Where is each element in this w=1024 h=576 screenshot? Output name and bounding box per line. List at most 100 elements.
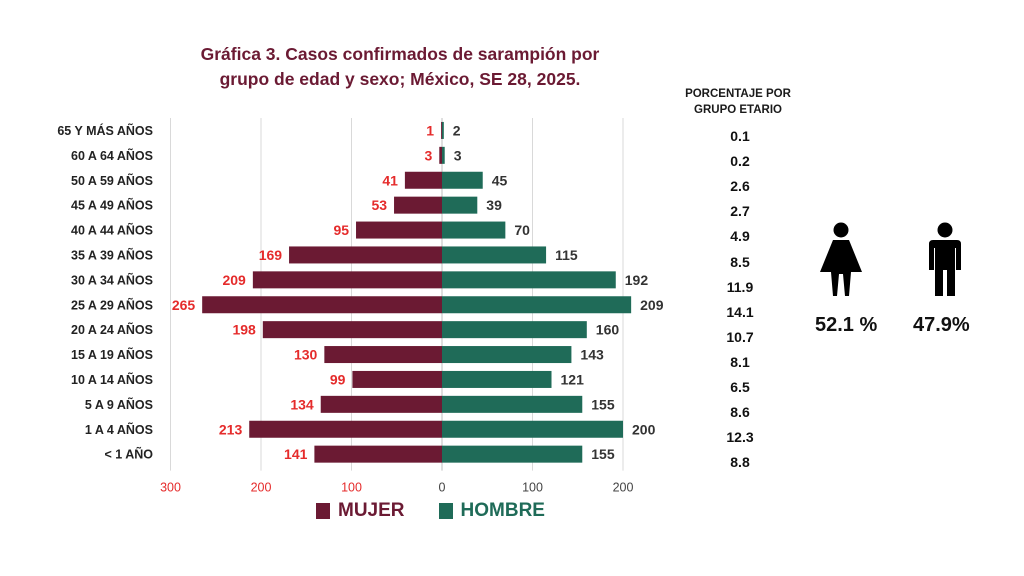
percent-value: 4.9 — [730, 228, 750, 245]
data-label-male: 155 — [591, 396, 615, 412]
percent-value: 12.3 — [726, 429, 754, 446]
bar-male — [442, 221, 506, 239]
data-label-female: 134 — [290, 396, 314, 412]
legend-label-male: HOMBRE — [460, 500, 545, 521]
percent-value: 0.1 — [730, 128, 750, 144]
data-label-male: 3 — [454, 147, 462, 163]
data-label-female: 3 — [424, 147, 432, 163]
bar-male — [442, 196, 478, 214]
legend-swatch-female — [316, 503, 330, 519]
percent-value: 6.5 — [730, 379, 750, 395]
category-label: 10 A 14 AÑOS — [71, 372, 153, 387]
bar-female — [314, 445, 442, 463]
bar-female — [252, 271, 442, 289]
bar-male — [442, 171, 483, 189]
data-label-female: 213 — [219, 421, 243, 437]
category-label: 20 A 24 AÑOS — [71, 322, 153, 337]
x-tick-label: 0 — [439, 481, 446, 495]
data-label-female: 265 — [172, 297, 196, 313]
data-label-male: 45 — [492, 172, 508, 188]
data-label-male: 70 — [514, 222, 530, 238]
percent-header-line-1: PORCENTAJE POR — [685, 88, 791, 100]
percent-header: PORCENTAJE POR GRUPO ETARIO — [668, 86, 808, 118]
category-label: < 1 AÑO — [104, 447, 153, 462]
data-label-female: 41 — [382, 172, 398, 188]
woman-icon — [818, 222, 864, 303]
bar-male — [442, 420, 623, 438]
bar-male — [442, 271, 616, 289]
bar-male — [442, 246, 547, 264]
data-label-male: 2 — [453, 122, 461, 138]
percent-value: 8.8 — [730, 454, 750, 471]
bar-female — [289, 246, 442, 264]
data-label-female: 198 — [232, 322, 256, 338]
percent-value: 14.1 — [726, 303, 754, 320]
bar-female — [202, 296, 442, 314]
legend-label-female: MUJER — [338, 500, 405, 521]
bar-female — [324, 346, 442, 364]
category-label: 50 A 59 AÑOS — [71, 173, 153, 188]
bar-male — [442, 346, 572, 364]
data-label-male: 209 — [640, 297, 664, 313]
percent-value: 10.7 — [726, 328, 754, 345]
data-label-male: 160 — [596, 322, 620, 338]
x-tick-label: 100 — [522, 481, 543, 495]
data-label-female: 95 — [333, 222, 349, 238]
percent-value: 11.9 — [726, 278, 754, 295]
percent-value: 2.7 — [730, 203, 750, 220]
x-tick-label: 300 — [160, 481, 181, 495]
data-label-male: 143 — [580, 347, 604, 363]
category-label: 15 A 19 AÑOS — [71, 347, 153, 362]
bar-male — [442, 146, 445, 164]
bar-female — [320, 395, 442, 413]
male-share: 47.9% — [913, 314, 970, 336]
percent-value: 8.6 — [730, 404, 750, 421]
bar-female — [441, 121, 443, 139]
bar-female — [356, 221, 442, 239]
bar-male — [442, 296, 632, 314]
data-label-male: 155 — [591, 446, 615, 462]
category-label: 5 A 9 AÑOS — [85, 397, 153, 412]
percent-value: 8.1 — [730, 353, 750, 370]
chart-title-line-2: grupo de edad y sexo; México, SE 28, 202… — [219, 69, 581, 89]
legend: MUJER HOMBRE — [316, 500, 545, 522]
data-label-female: 1 — [426, 122, 434, 138]
bar-female — [249, 420, 442, 438]
bar-female — [262, 321, 442, 339]
percent-value: 8.5 — [730, 253, 750, 270]
category-label: 40 A 44 AÑOS — [71, 223, 153, 238]
bar-male — [442, 121, 444, 139]
category-label: 65 Y MÁS AÑOS — [57, 123, 153, 138]
bar-male — [442, 445, 583, 463]
legend-item-male: HOMBRE — [438, 500, 545, 522]
legend-item-female: MUJER — [316, 500, 405, 522]
bar-male — [442, 395, 583, 413]
percent-value: 2.6 — [730, 178, 750, 195]
x-tick-label: 200 — [251, 481, 272, 495]
data-label-male: 121 — [561, 371, 585, 387]
bar-female — [404, 171, 442, 189]
percent-header-line-2: GRUPO ETARIO — [694, 104, 782, 116]
data-label-male: 39 — [486, 197, 502, 213]
bar-male — [442, 321, 587, 339]
category-label: 45 A 49 AÑOS — [71, 198, 153, 213]
category-label: 25 A 29 AÑOS — [71, 297, 153, 312]
category-label: 60 A 64 AÑOS — [71, 148, 153, 163]
bar-male — [442, 370, 552, 388]
data-label-female: 141 — [284, 446, 308, 462]
x-tick-label: 100 — [341, 481, 362, 495]
chart-title: Gráfica 3. Casos confirmados de sarampió… — [150, 42, 650, 92]
bar-female — [394, 196, 442, 214]
data-label-male: 200 — [632, 421, 656, 437]
bar-female — [352, 370, 442, 388]
data-label-male: 115 — [555, 247, 578, 263]
data-label-female: 130 — [294, 347, 318, 363]
category-label: 1 A 4 AÑOS — [85, 422, 153, 437]
percent-value: 0.2 — [730, 153, 750, 170]
man-icon — [925, 222, 965, 303]
legend-swatch-male — [438, 503, 453, 519]
data-label-male: 192 — [625, 272, 649, 288]
data-label-female: 99 — [330, 371, 346, 387]
data-label-female: 53 — [371, 197, 387, 213]
